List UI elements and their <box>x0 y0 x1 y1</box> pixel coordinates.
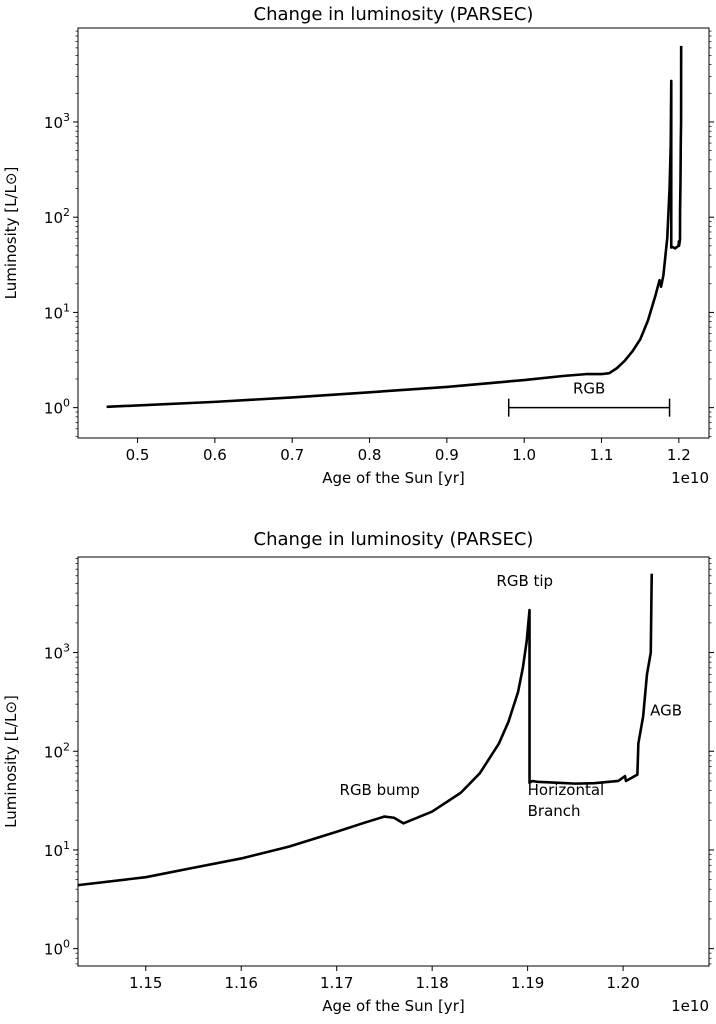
y-tick-exponent: 0 <box>63 938 70 951</box>
axes-frame <box>77 556 710 967</box>
annotation-label: RGB <box>573 380 605 398</box>
y-tick-exponent: 3 <box>63 111 70 124</box>
y-tick-exponent: 0 <box>63 397 70 410</box>
annotation-label: RGB bump <box>340 781 420 799</box>
annotation-label: Horizontal <box>528 781 605 799</box>
x-offset-label: 1e10 <box>671 469 709 487</box>
y-tick-label: 101 <box>44 839 70 860</box>
y-tick-base: 10 <box>44 645 63 663</box>
x-offset-label: 1e10 <box>671 997 709 1015</box>
y-tick-base: 10 <box>44 842 63 860</box>
x-tick-label: 1.17 <box>320 974 353 992</box>
y-tick-label: 103 <box>44 642 70 663</box>
y-tick-exponent: 3 <box>63 642 70 655</box>
luminosity-line <box>106 45 683 409</box>
x-tick-label: 0.8 <box>358 446 382 464</box>
y-tick-base: 10 <box>44 400 63 418</box>
y-axis-label: Luminosity [L/L⊙] <box>2 167 20 300</box>
chart-2: Change in luminosity (PARSEC) 1.15 1.16 1.1… <box>2 529 714 1015</box>
x-tick-label: 0.9 <box>435 446 459 464</box>
y-tick-label: 102 <box>44 740 70 761</box>
chart-1: Change in luminosity (PARSEC) 0.5 0.6 0.7 0.… <box>2 4 714 487</box>
x-tick-label: 1.19 <box>511 974 544 992</box>
annotation-label: RGB tip <box>496 572 553 590</box>
y-tick-base: 10 <box>44 743 63 761</box>
x-tick-label: 0.7 <box>280 446 304 464</box>
y-tick-label: 101 <box>44 301 70 322</box>
x-tick-label: 1.1 <box>590 446 614 464</box>
y-tick-exponent: 1 <box>63 839 70 852</box>
y-tick-base: 10 <box>44 114 63 132</box>
x-tick-label: 1.2 <box>667 446 691 464</box>
x-axis-label: Age of the Sun [yr] <box>322 997 464 1015</box>
chart-title: Change in luminosity (PARSEC) <box>254 4 534 25</box>
annotation-label: Branch <box>528 802 581 820</box>
x-tick-label: 1.15 <box>129 974 162 992</box>
x-tick-label: 1.16 <box>225 974 258 992</box>
x-tick-label: 1.18 <box>415 974 448 992</box>
annotation-label: AGB <box>650 702 682 720</box>
y-tick-base: 10 <box>44 941 63 959</box>
luminosity-line <box>78 573 654 887</box>
x-tick-label: 0.6 <box>203 446 227 464</box>
x-tick-label: 0.5 <box>126 446 150 464</box>
y-axis-label: Luminosity [L/L⊙] <box>2 695 20 828</box>
axes-frame <box>77 27 710 439</box>
x-tick-label: 1.0 <box>512 446 536 464</box>
chart-title: Change in luminosity (PARSEC) <box>254 529 534 550</box>
y-tick-exponent: 2 <box>63 740 70 753</box>
y-tick-base: 10 <box>44 304 63 322</box>
x-tick-label: 1.20 <box>606 974 639 992</box>
x-axis-label: Age of the Sun [yr] <box>322 469 464 487</box>
y-tick-exponent: 1 <box>63 301 70 314</box>
y-tick-base: 10 <box>44 209 63 227</box>
y-tick-label: 100 <box>44 938 70 959</box>
y-tick-exponent: 2 <box>63 206 70 219</box>
y-tick-label: 100 <box>44 397 70 418</box>
y-tick-label: 103 <box>44 111 70 132</box>
y-tick-label: 102 <box>44 206 70 227</box>
